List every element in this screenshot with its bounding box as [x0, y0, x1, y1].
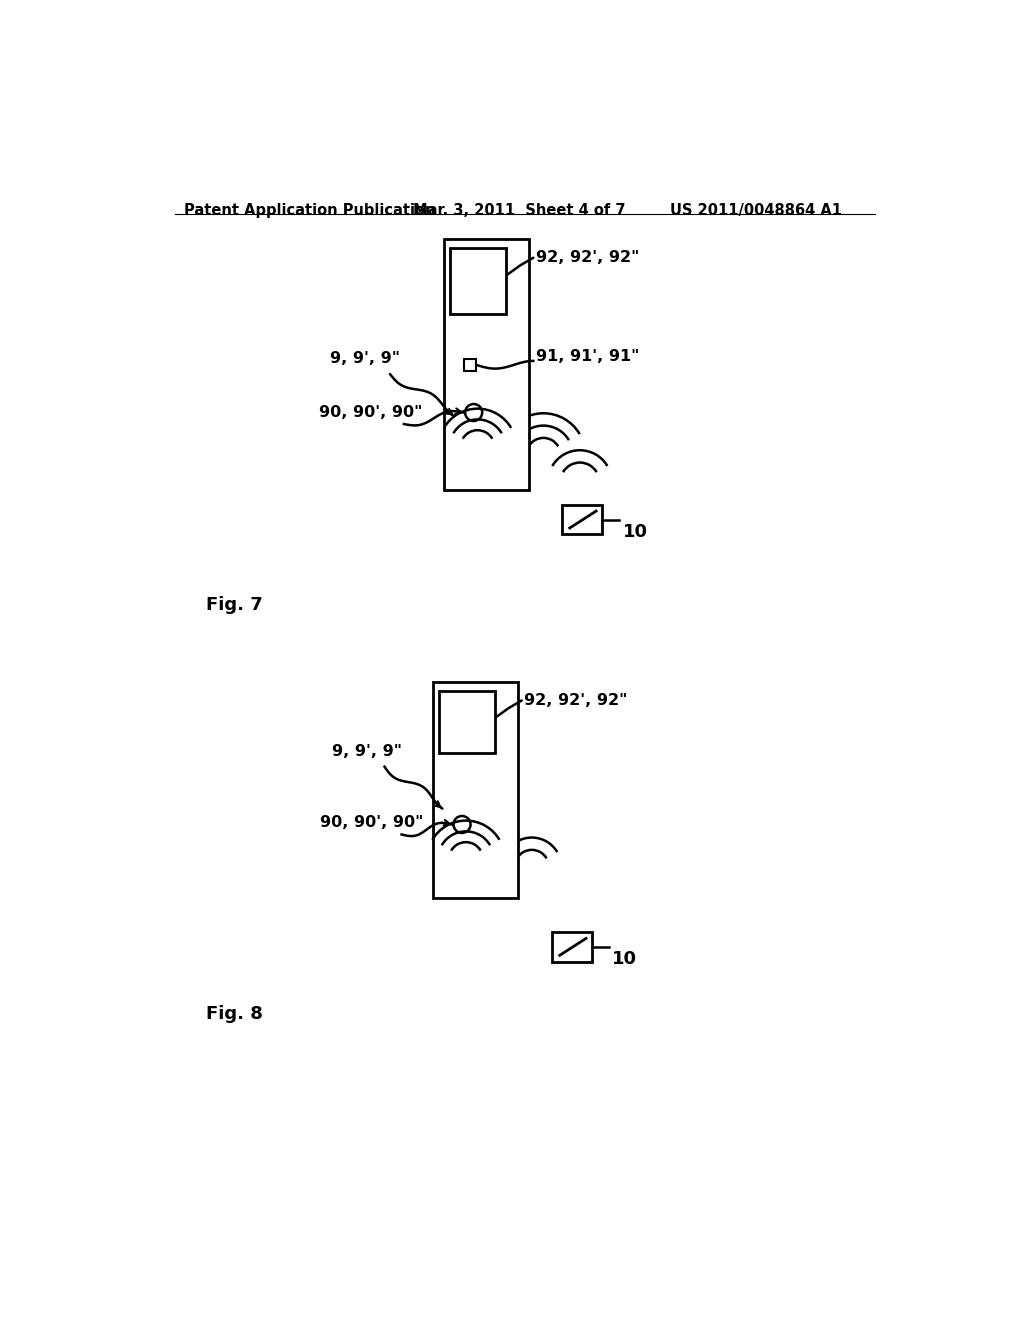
Bar: [451, 248, 506, 314]
Bar: [432, 682, 518, 898]
Text: 10: 10: [612, 950, 637, 968]
Circle shape: [454, 816, 471, 833]
Text: US 2011/0048864 A1: US 2011/0048864 A1: [671, 203, 843, 218]
Text: 9, 9', 9": 9, 9', 9": [332, 743, 401, 759]
Text: Mar. 3, 2011  Sheet 4 of 7: Mar. 3, 2011 Sheet 4 of 7: [414, 203, 626, 218]
Text: 91, 91', 91": 91, 91', 91": [536, 350, 639, 364]
Bar: [438, 692, 495, 752]
Bar: [552, 932, 592, 961]
Text: Fig. 8: Fig. 8: [206, 1006, 262, 1023]
Bar: [464, 359, 476, 371]
Bar: [562, 506, 602, 535]
Bar: [444, 239, 529, 490]
Text: Fig. 7: Fig. 7: [206, 595, 262, 614]
Text: 92, 92', 92": 92, 92', 92": [524, 693, 628, 708]
Text: 9, 9', 9": 9, 9', 9": [330, 351, 399, 366]
Text: 92, 92', 92": 92, 92', 92": [536, 249, 639, 265]
Text: 90, 90', 90": 90, 90', 90": [318, 405, 422, 420]
Text: Patent Application Publication: Patent Application Publication: [183, 203, 435, 218]
Text: 10: 10: [623, 523, 647, 541]
Circle shape: [465, 404, 482, 421]
Text: 90, 90', 90": 90, 90', 90": [321, 816, 424, 830]
